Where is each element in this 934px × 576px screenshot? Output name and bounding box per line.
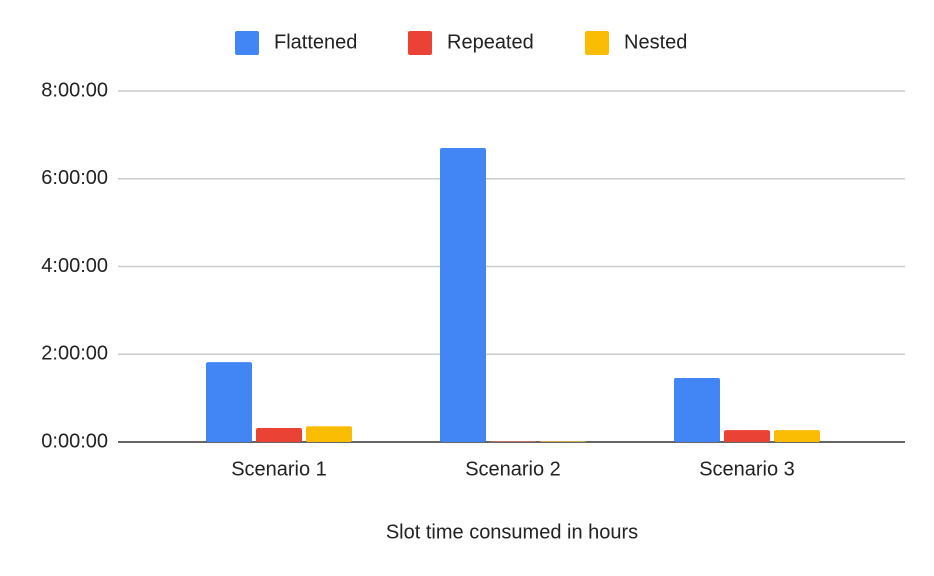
legend-swatch bbox=[408, 31, 432, 55]
bar bbox=[256, 427, 302, 442]
x-tick-label: Scenario 3 bbox=[699, 458, 795, 480]
bar bbox=[306, 426, 352, 442]
x-tick-label: Scenario 1 bbox=[231, 458, 327, 480]
y-tick-label: 4:00:00 bbox=[41, 255, 108, 277]
y-tick-label: 8:00:00 bbox=[41, 79, 108, 101]
bar bbox=[674, 377, 720, 442]
legend-label: Nested bbox=[624, 31, 687, 53]
bar bbox=[774, 430, 820, 442]
bar bbox=[490, 441, 536, 443]
bar bbox=[540, 441, 586, 443]
legend-swatch bbox=[235, 31, 259, 55]
bar bbox=[440, 148, 486, 442]
bar bbox=[206, 362, 252, 442]
legend-swatch bbox=[585, 31, 609, 55]
legend-label: Repeated bbox=[447, 31, 534, 53]
y-tick-label: 0:00:00 bbox=[41, 430, 108, 452]
y-tick-label: 2:00:00 bbox=[41, 343, 108, 365]
y-tick-label: 6:00:00 bbox=[41, 167, 108, 189]
bar bbox=[724, 430, 770, 442]
x-axis-title: Slot time consumed in hours bbox=[386, 521, 638, 543]
x-tick-label: Scenario 2 bbox=[465, 458, 561, 480]
legend-label: Flattened bbox=[274, 31, 357, 53]
